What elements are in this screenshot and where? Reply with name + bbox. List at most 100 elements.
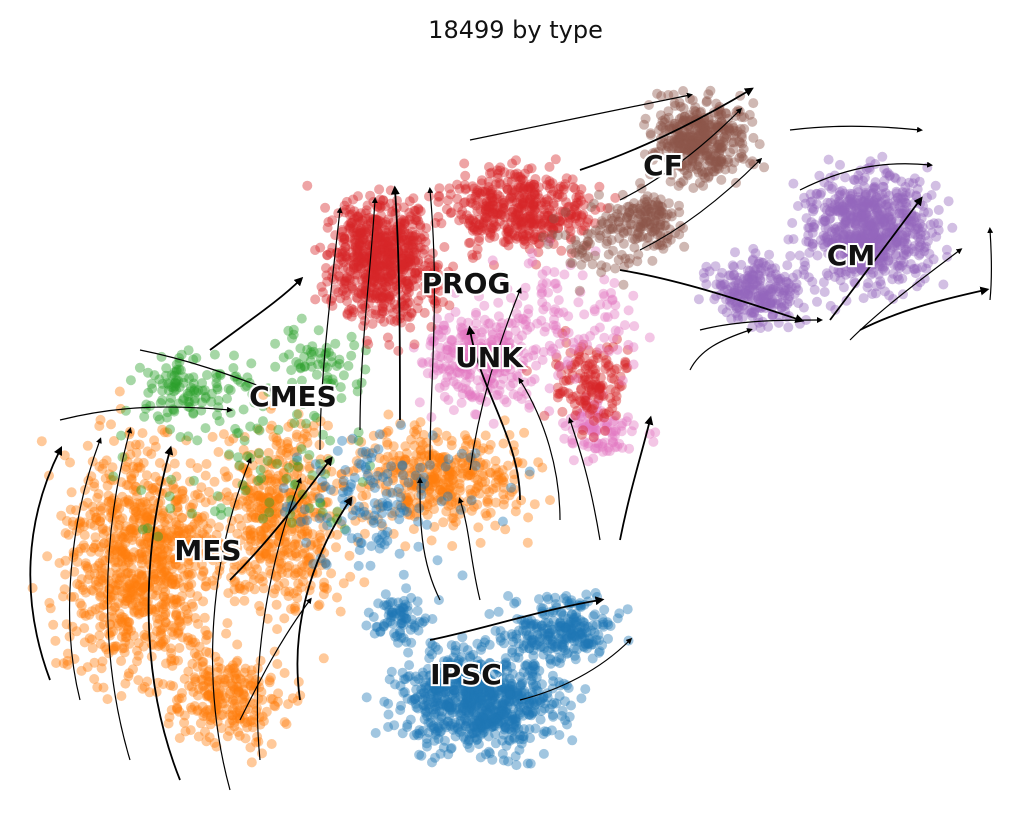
cell-point	[111, 573, 122, 584]
cell-point	[116, 631, 127, 642]
cell-point	[345, 571, 356, 582]
cell-point	[505, 381, 516, 391]
cell-point	[567, 609, 578, 620]
cell-point	[120, 632, 131, 643]
cell-point	[346, 331, 357, 342]
cell-point	[490, 738, 501, 749]
cell-point	[201, 576, 212, 587]
cell-point	[177, 632, 188, 643]
cell-point	[86, 634, 97, 645]
cell-point	[88, 543, 99, 554]
cell-point	[480, 476, 491, 487]
cell-point	[419, 244, 430, 255]
cell-point	[111, 546, 122, 557]
cell-point	[190, 637, 201, 648]
cell-point	[406, 308, 417, 319]
cell-point	[172, 506, 183, 517]
cell-point	[72, 579, 83, 589]
cell-point	[71, 626, 82, 637]
cell-point	[205, 518, 216, 529]
cell-point	[409, 339, 420, 350]
cell-point	[399, 687, 410, 697]
cell-point	[110, 580, 121, 591]
cell-point	[89, 568, 100, 579]
cell-point	[136, 502, 147, 513]
cell-point	[326, 296, 337, 306]
cell-point	[404, 253, 415, 264]
cell-point	[131, 486, 141, 497]
cell-point	[89, 674, 100, 684]
cell-point	[204, 732, 215, 743]
cell-point	[167, 579, 178, 590]
cell-point	[129, 468, 140, 479]
cell-point	[161, 658, 171, 669]
cell-point	[184, 524, 195, 535]
cell-point	[123, 557, 134, 568]
cell-point	[554, 730, 565, 740]
cell-point	[542, 591, 552, 602]
cell-point	[139, 599, 150, 610]
cell-point	[92, 682, 103, 693]
cell-point	[368, 612, 379, 622]
cell-point	[86, 584, 97, 595]
cell-point	[191, 353, 202, 363]
cell-point	[359, 577, 370, 588]
cell-point	[180, 544, 191, 555]
cell-point	[105, 542, 116, 553]
cell-point	[529, 499, 540, 510]
cell-point	[326, 568, 337, 579]
cell-point	[186, 598, 197, 609]
cell-point	[160, 572, 170, 583]
cell-point	[89, 520, 100, 531]
cell-point	[150, 574, 161, 585]
cell-point	[191, 533, 202, 544]
cell-point	[283, 591, 294, 602]
cell-point	[98, 575, 108, 586]
cell-point	[159, 622, 170, 633]
cell-point	[157, 623, 168, 634]
cell-point	[178, 582, 189, 593]
cell-point	[537, 679, 547, 690]
cell-point	[395, 625, 405, 636]
cell-point	[110, 641, 121, 652]
cell-point	[195, 718, 206, 729]
cell-point	[145, 577, 156, 587]
cell-point	[114, 608, 125, 619]
cell-point	[98, 538, 109, 549]
cell-point	[107, 605, 117, 616]
cell-point	[135, 462, 146, 473]
cell-point	[381, 219, 392, 230]
cell-point	[411, 429, 422, 440]
cell-point	[397, 728, 408, 739]
cell-point	[83, 574, 94, 585]
cell-point	[209, 476, 220, 487]
cell-point	[158, 583, 169, 594]
cell-point	[109, 602, 120, 613]
cell-point	[80, 610, 91, 621]
cell-point	[131, 447, 142, 458]
cell-point	[64, 631, 75, 642]
cell-point	[415, 222, 426, 233]
cell-point	[206, 396, 217, 407]
cell-point	[402, 275, 413, 286]
cell-point	[219, 674, 230, 684]
cell-point	[133, 650, 144, 661]
cell-point	[507, 647, 518, 658]
cell-point	[240, 579, 251, 590]
cell-point	[202, 370, 212, 380]
cell-point	[174, 550, 185, 561]
cell-point	[187, 521, 198, 532]
cell-point	[120, 637, 131, 647]
cell-point	[133, 457, 144, 468]
cell-point	[166, 552, 177, 563]
cell-point	[338, 370, 349, 381]
cell-point	[567, 735, 578, 746]
cell-point	[214, 522, 224, 533]
cell-point	[165, 593, 176, 604]
cell-point	[127, 584, 137, 594]
cell-point	[481, 510, 492, 521]
cell-point	[82, 497, 93, 508]
cell-point	[232, 639, 243, 650]
cell-point	[234, 583, 245, 594]
cell-point	[98, 619, 109, 630]
